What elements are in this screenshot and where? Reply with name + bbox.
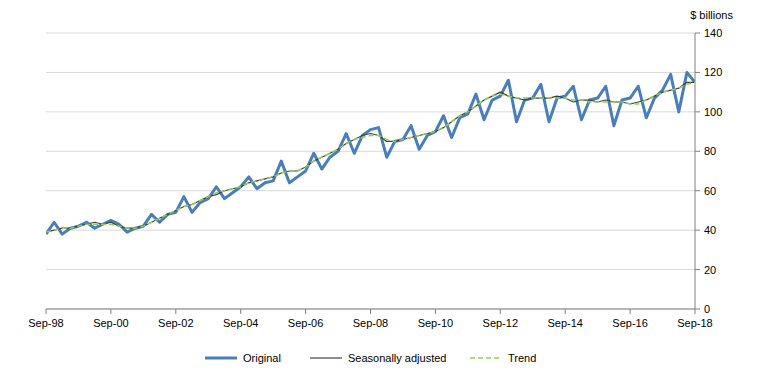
y-tick-label: 100 — [704, 106, 722, 118]
x-tick-label: Sep-98 — [28, 317, 63, 329]
legend-swatch — [205, 357, 237, 360]
x-tick — [500, 309, 501, 314]
series-line — [46, 82, 695, 232]
legend-swatch — [470, 357, 502, 359]
y-tick — [695, 72, 700, 73]
y-tick-label: 140 — [704, 27, 722, 39]
x-tick — [370, 309, 371, 314]
y-axis — [695, 33, 696, 309]
x-tick — [630, 309, 631, 314]
grid-line — [46, 230, 695, 231]
grid-line — [46, 111, 695, 112]
chart: 0 20 40 60 80 100 120 140 $ billions Sep-98 Sep-00… — [0, 0, 757, 379]
grid-line — [46, 72, 695, 73]
grid-line — [46, 269, 695, 270]
x-tick-label: Sep-16 — [612, 317, 647, 329]
x-tick — [175, 309, 176, 314]
y-tick-label: 60 — [704, 185, 716, 197]
x-tick-label: Sep-18 — [677, 317, 712, 329]
x-tick-label: Sep-14 — [547, 317, 582, 329]
x-tick — [305, 309, 306, 314]
x-tick-label: Sep-04 — [223, 317, 258, 329]
y-tick — [695, 269, 700, 270]
y-tick — [695, 230, 700, 231]
y-tick-label: 80 — [704, 145, 716, 157]
grid-line — [46, 190, 695, 191]
x-tick — [695, 309, 696, 314]
x-tick — [110, 309, 111, 314]
x-tick-label: Sep-10 — [418, 317, 453, 329]
y-tick-label: 40 — [704, 224, 716, 236]
y-tick — [695, 33, 700, 34]
x-tick-label: Sep-06 — [288, 317, 323, 329]
x-tick-label: Sep-12 — [483, 317, 518, 329]
legend-label: Original — [243, 352, 281, 364]
y-tick — [695, 111, 700, 112]
y-tick — [695, 190, 700, 191]
x-tick-label: Sep-08 — [353, 317, 388, 329]
x-tick-label: Sep-02 — [158, 317, 193, 329]
legend-label: Seasonally adjusted — [348, 352, 446, 364]
x-tick — [240, 309, 241, 314]
x-tick — [565, 309, 566, 314]
series-line — [46, 72, 695, 234]
y-tick — [695, 309, 700, 310]
x-tick — [435, 309, 436, 314]
series-line — [46, 82, 695, 232]
grid-line — [46, 151, 695, 152]
legend-label: Trend — [508, 352, 536, 364]
y-tick-label: 20 — [704, 264, 716, 276]
plot-area — [46, 72, 695, 234]
x-tick — [46, 309, 47, 314]
legend: Original Seasonally adjusted Trend — [205, 352, 536, 364]
legend-swatch — [310, 357, 342, 358]
y-tick — [695, 151, 700, 152]
grid-line — [46, 33, 695, 34]
y-axis-label: $ billions — [690, 9, 733, 21]
x-tick-label: Sep-00 — [93, 317, 128, 329]
y-tick-label: 120 — [704, 66, 722, 78]
y-tick-label: 0 — [704, 303, 710, 315]
